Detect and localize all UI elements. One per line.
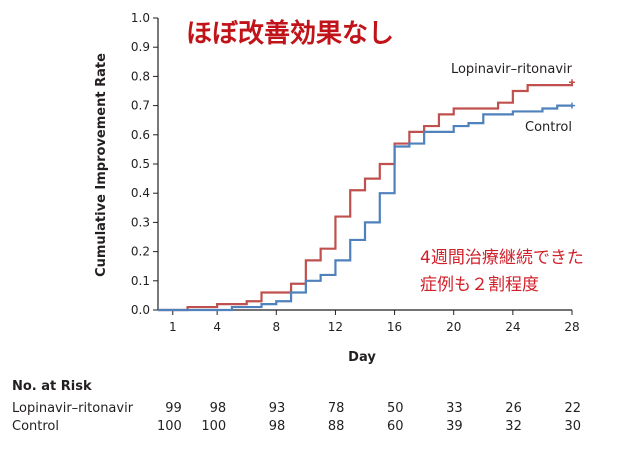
x-tick-label: 16 [387,320,402,334]
risk-cell: 88 [328,419,345,434]
annotation-line-1: 4週間治療継続できた [420,248,584,268]
censor-mark-lopinavir [569,79,575,86]
y-tick-label: 0.3 [131,215,150,229]
x-tick-label: 12 [328,320,343,334]
y-tick-label: 0.0 [131,303,150,317]
risk-cell: 100 [201,419,226,434]
risk-cell: 100 [157,419,182,434]
risk-cell: 30 [564,419,581,434]
y-tick-label: 1.0 [131,11,150,25]
series-line-lopinavir [158,82,574,312]
x-tick-label: 28 [564,320,579,334]
risk-cell: 33 [446,401,463,416]
series-label-control: Control [525,120,572,135]
risk-cell: 98 [210,401,227,416]
axes: 0.0 0.1 0.2 0.3 0.4 0.5 0.6 0.7 0.8 0.9 1.0 1 4 8 12 16… [131,11,580,334]
risk-table: No. at Risk Lopinavir–ritonavir Control … [12,379,581,434]
y-tick-label: 0.2 [131,245,150,259]
risk-cell: 39 [446,419,463,434]
risk-cell: 50 [387,401,404,416]
risk-cell: 99 [165,401,182,416]
y-tick-label: 0.1 [131,274,150,288]
x-axis-title: Day [348,350,376,365]
y-tick-label: 0.5 [131,157,150,171]
risk-cell: 93 [269,401,286,416]
risk-cell: 32 [505,419,522,434]
x-tick-label: 4 [213,320,221,334]
risk-table-title: No. at Risk [12,379,92,394]
annotation-line-2: 症例も２割程度 [420,275,539,295]
y-tick-label: 0.9 [131,40,150,54]
risk-cell: 60 [387,419,404,434]
risk-row-label-lopinavir: Lopinavir–ritonavir [12,401,134,416]
risk-cell: 98 [269,419,286,434]
y-tick-label: 0.6 [131,128,150,142]
x-tick-label: 20 [446,320,461,334]
series-line-control [158,104,572,312]
x-tick-label: 1 [169,320,177,334]
x-tick-label: 8 [272,320,280,334]
y-tick-label: 0.7 [131,99,150,113]
y-tick-label: 0.8 [131,69,150,83]
x-tick-label: 24 [505,320,520,334]
risk-cells: 99 98 93 78 50 33 26 22 100 100 98 88 60 39 32 30 [157,401,581,434]
risk-cell: 22 [564,401,581,416]
series-layer [158,79,575,312]
y-tick-label: 0.4 [131,186,150,200]
risk-cell: 26 [505,401,522,416]
y-axis-title: Cumulative Improvement Rate [94,53,109,277]
headline: ほぼ改善効果なし [186,18,394,49]
risk-cell: 78 [328,401,345,416]
risk-row-label-control: Control [12,419,59,434]
series-label-lopinavir: Lopinavir–ritonavir [451,62,573,77]
censor-mark-control [569,102,575,109]
